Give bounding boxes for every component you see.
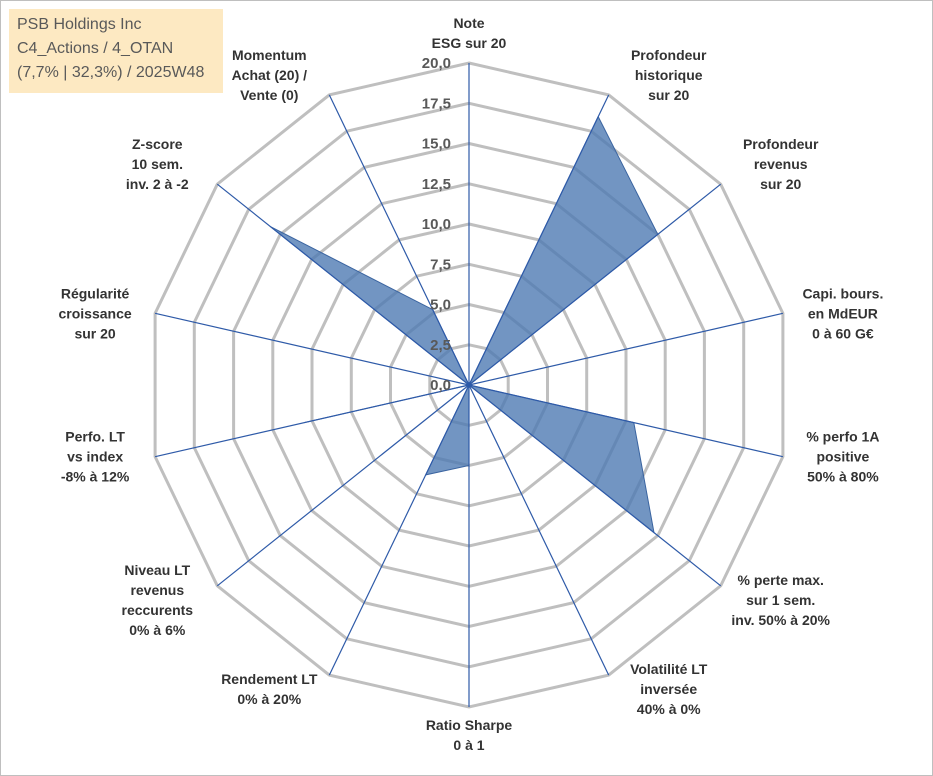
- category-label-line: Profondeur: [631, 47, 707, 63]
- category-label-line: inv. 2 à -2: [126, 176, 189, 192]
- category-label-line: ESG sur 20: [432, 35, 507, 51]
- axis-spoke: [468, 384, 784, 458]
- axis-spoke: [216, 384, 470, 587]
- category-label-line: inversée: [640, 681, 697, 697]
- r-tick-label: 17,5: [422, 95, 451, 112]
- category-label-line: revenus: [754, 156, 808, 172]
- category-label-line: sur 1 sem.: [746, 592, 815, 608]
- category-label-line: -8% à 12%: [61, 469, 130, 485]
- category-label: Rendement LT 0% à 20%: [221, 671, 318, 707]
- r-tick-label: 7,5: [430, 256, 451, 273]
- category-label-line: Ratio Sharpe: [426, 717, 513, 733]
- axis-spoke: [468, 312, 784, 386]
- category-label: Z-score 10 sem. inv. 2 à -2: [126, 136, 189, 192]
- category-label-line: Z-score: [132, 136, 183, 152]
- category-label: Note ESG sur 20: [432, 15, 507, 51]
- category-label-line: en MdEUR: [808, 305, 878, 321]
- category-label-line: Niveau LT: [124, 562, 190, 578]
- axis-spoke: [154, 312, 470, 386]
- portfolio-label: C4_Actions / 4_OTAN: [17, 40, 174, 57]
- category-label-line: reccurents: [122, 602, 194, 618]
- category-label-line: Vente (0): [240, 87, 298, 103]
- company-name: PSB Holdings Inc: [17, 16, 142, 33]
- r-tick-label: 10,0: [422, 216, 451, 233]
- r-tick-label: 15,0: [422, 136, 451, 153]
- category-label-line: sur 20: [74, 325, 115, 341]
- category-label-line: sur 20: [760, 176, 801, 192]
- category-label: Capi. bours. en MdEUR 0 à 60 G€: [802, 285, 883, 341]
- axis-spoke: [468, 384, 722, 587]
- axis-spoke: [328, 384, 470, 676]
- series-area: [269, 115, 659, 534]
- category-label-line: Capi. bours.: [802, 285, 883, 301]
- category-label-line: Perfo. LT: [65, 429, 125, 445]
- category-label-line: historique: [635, 67, 703, 83]
- category-label-line: revenus: [130, 582, 184, 598]
- category-label-line: vs index: [67, 449, 123, 465]
- category-label: Volatilité LT inversée 40% à 0%: [630, 661, 708, 717]
- category-label-line: Note: [453, 15, 484, 31]
- category-label-line: positive: [816, 449, 869, 465]
- category-label-line: 10 sem.: [132, 156, 183, 172]
- category-label: Profondeur historique sur 20: [631, 47, 707, 103]
- axis-spoke: [468, 94, 610, 386]
- category-label-line: croissance: [59, 305, 132, 321]
- category-label-line: Profondeur: [743, 136, 819, 152]
- r-tick-label: 12,5: [422, 176, 451, 193]
- category-label: % perfo 1A positive 50% à 80%: [806, 429, 879, 485]
- category-label: Niveau LT revenus reccurents 0% à 6%: [122, 562, 194, 638]
- category-label: % perte max. sur 1 sem. inv. 50% à 20%: [731, 572, 830, 628]
- category-label: Profondeur revenus sur 20: [743, 136, 819, 192]
- category-label-line: 0 à 60 G€: [812, 325, 874, 341]
- category-label-line: Momentum: [232, 47, 307, 63]
- category-label: Régularité croissance sur 20: [59, 285, 132, 341]
- period-label: (7,7% | 32,3%) / 2025W48: [17, 64, 205, 81]
- category-label-line: Achat (20) /: [232, 67, 308, 83]
- category-label-line: Régularité: [61, 285, 130, 301]
- category-label-line: 40% à 0%: [637, 701, 701, 717]
- category-label-line: Volatilité LT: [630, 661, 708, 677]
- category-label: Momentum Achat (20) / Vente (0): [232, 47, 308, 103]
- axis-spoke: [328, 94, 470, 386]
- axis-spoke: [468, 384, 610, 676]
- category-label-line: % perte max.: [738, 572, 824, 588]
- category-label-line: Rendement LT: [221, 671, 318, 687]
- axis-spoke: [154, 384, 470, 458]
- category-label: Perfo. LT vs index -8% à 12%: [61, 429, 130, 485]
- category-label: Ratio Sharpe 0 à 1: [426, 717, 513, 753]
- r-tick-label: 2,5: [430, 337, 451, 354]
- r-tick-label: 5,0: [430, 297, 451, 314]
- category-label-line: 50% à 80%: [807, 469, 879, 485]
- r-tick-label: 20,0: [422, 55, 451, 72]
- axis-spoke: [216, 183, 470, 386]
- category-label-line: 0% à 6%: [129, 622, 186, 638]
- category-label-line: 0% à 20%: [237, 691, 301, 707]
- category-label-line: % perfo 1A: [806, 429, 879, 445]
- info-box: PSB Holdings Inc C4_Actions / 4_OTAN (7,…: [9, 9, 223, 93]
- r-tick-label: 0,0: [430, 377, 451, 394]
- category-label-line: inv. 50% à 20%: [731, 612, 830, 628]
- axis-spoke: [468, 183, 722, 386]
- category-label-line: sur 20: [648, 87, 689, 103]
- category-label-line: 0 à 1: [453, 737, 484, 753]
